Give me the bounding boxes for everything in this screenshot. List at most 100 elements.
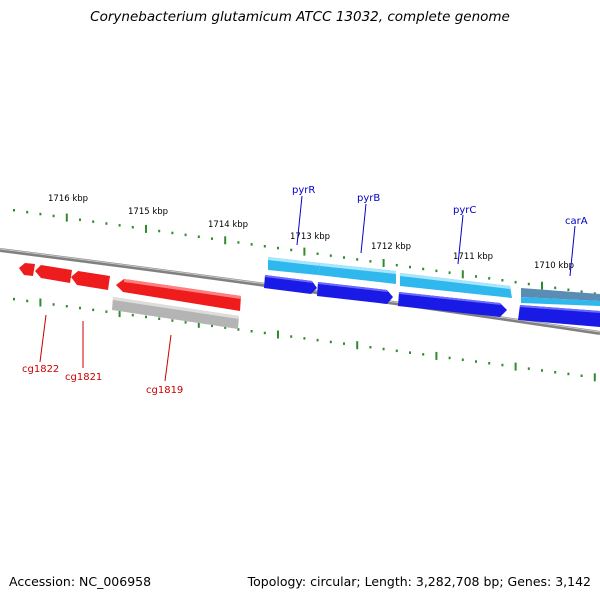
scale-label-1710kbp: 1710 kbp <box>534 261 574 271</box>
gene-pyrB-arrow[interactable] <box>317 282 393 304</box>
gene-pyrC-light-top <box>400 273 510 289</box>
major-tick <box>224 236 227 245</box>
minor-tick <box>290 248 293 252</box>
minor-tick <box>554 371 557 374</box>
minor-tick <box>211 324 213 328</box>
minor-tick <box>211 237 213 240</box>
minor-tick <box>79 306 81 310</box>
minor-tick <box>343 256 345 259</box>
minor-tick <box>263 245 266 248</box>
gene-pyrR-arrow[interactable] <box>264 275 317 294</box>
minor-tick <box>26 299 29 303</box>
minor-tick <box>171 231 174 235</box>
gene-carA-light[interactable] <box>521 297 600 306</box>
minor-tick <box>409 351 411 354</box>
gene-label-pyrC[interactable]: pyrC <box>453 205 476 216</box>
accession-label: Accession: NC_006958 <box>9 574 152 589</box>
gene-pyrR-arrow-top <box>265 275 313 283</box>
gene-pyrB-light-top <box>320 263 396 274</box>
minor-tick <box>580 374 583 377</box>
minor-tick <box>263 331 266 335</box>
minor-tick <box>197 235 200 238</box>
minor-tick <box>92 220 95 223</box>
minor-tick <box>26 210 29 214</box>
minor-tick <box>145 315 147 319</box>
minor-tick <box>488 277 491 280</box>
pseudo-gene-bar-top <box>113 297 239 319</box>
minor-tick <box>488 362 491 365</box>
minor-tick <box>105 310 108 313</box>
gene-cg1822-arrow[interactable] <box>19 263 35 276</box>
minor-tick <box>395 349 398 353</box>
forward-genes-dark <box>264 275 600 327</box>
minor-tick <box>250 330 253 333</box>
scale-ticks-lower <box>13 297 596 382</box>
minor-tick <box>13 297 15 301</box>
gene-cg1819-arrow[interactable] <box>116 279 241 311</box>
gene-cg1821a-arrow[interactable] <box>35 265 72 283</box>
gene-pyrB-light[interactable] <box>318 263 396 284</box>
minor-tick <box>237 241 240 244</box>
gene-label-pyrB[interactable]: pyrB <box>357 193 380 204</box>
leader-cg1819 <box>164 334 172 382</box>
gene-pyrR-light-top <box>268 257 320 266</box>
minor-tick <box>329 254 332 257</box>
gene-label-pyrR[interactable]: pyrR <box>292 185 315 196</box>
gene-cg1821b-arrow[interactable] <box>71 271 110 290</box>
minor-tick <box>52 303 55 306</box>
major-tick <box>461 270 464 279</box>
major-tick <box>65 213 68 222</box>
minor-tick <box>567 372 570 376</box>
minor-tick <box>475 360 477 363</box>
minor-tick <box>184 233 187 237</box>
minor-tick <box>356 258 359 261</box>
leader-carA <box>569 225 576 277</box>
gene-label-cg1822[interactable]: cg1822 <box>22 364 59 375</box>
gene-pyrC-arrow-top <box>399 292 501 305</box>
minor-tick <box>541 369 543 372</box>
gene-label-cg1819[interactable]: cg1819 <box>146 385 183 396</box>
major-tick <box>435 351 438 360</box>
major-tick <box>514 362 517 371</box>
genome-title: Corynebacterium glutamicum ATCC 13032, c… <box>90 9 510 25</box>
genome-summary: Topology: circular; Length: 3,282,708 bp… <box>247 574 591 589</box>
minor-tick <box>422 267 425 271</box>
minor-tick <box>250 243 253 246</box>
pseudo-gene-bar[interactable] <box>112 297 239 329</box>
scale-ticks-upper <box>13 209 596 295</box>
leader-pyrC <box>457 214 464 265</box>
leader-pyrB <box>360 203 367 254</box>
minor-tick <box>131 226 134 229</box>
gene-pyrC-arrow[interactable] <box>398 292 507 317</box>
minor-tick <box>39 212 42 216</box>
minor-tick <box>554 286 557 290</box>
minor-tick <box>475 275 477 278</box>
major-tick <box>541 281 543 290</box>
minor-tick <box>224 326 227 329</box>
major-tick <box>593 373 596 382</box>
gene-carA-light-slate[interactable] <box>521 288 600 301</box>
minor-tick <box>105 222 108 225</box>
gene-cg1819-arrow-top <box>124 279 241 299</box>
major-tick <box>39 298 42 307</box>
major-tick <box>277 330 279 339</box>
minor-tick <box>131 313 134 317</box>
gene-label-cg1821[interactable]: cg1821 <box>65 372 102 383</box>
gene-carA-arrow-top <box>520 305 600 313</box>
minor-tick <box>382 347 385 351</box>
minor-tick <box>65 305 68 308</box>
minor-tick <box>409 265 411 269</box>
minor-tick <box>329 340 332 344</box>
minor-tick <box>501 363 504 367</box>
minor-tick <box>395 263 398 267</box>
major-tick <box>145 224 147 233</box>
minor-tick <box>158 317 161 320</box>
gene-label-carA[interactable]: carA <box>565 216 588 227</box>
minor-tick <box>422 353 425 356</box>
minor-tick <box>237 328 240 331</box>
minor-tick <box>118 224 121 227</box>
minor-tick <box>303 337 306 340</box>
scale-label-1712kbp: 1712 kbp <box>371 242 411 252</box>
minor-tick <box>158 229 161 233</box>
